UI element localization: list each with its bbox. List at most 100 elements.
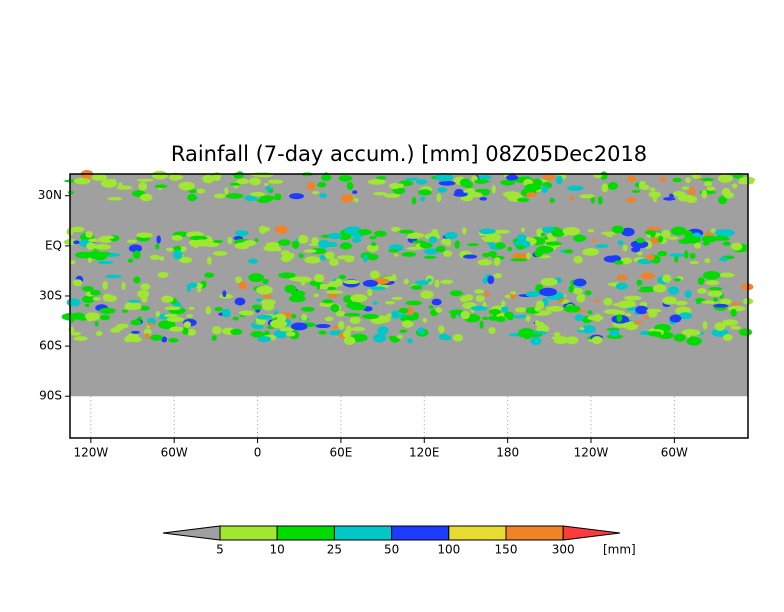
rain-patch [332, 325, 339, 330]
rain-patch [168, 338, 179, 343]
rain-patch [156, 235, 161, 244]
rain-patch [352, 190, 358, 194]
rain-patch [479, 228, 496, 235]
rain-patch [265, 185, 271, 191]
rain-patch [261, 294, 273, 299]
x-tick-label: 120W [73, 446, 108, 460]
rain-patch [530, 336, 542, 346]
rain-patch [128, 244, 143, 253]
rain-patch [344, 257, 354, 263]
rain-patch [349, 316, 361, 324]
rain-patch [307, 181, 316, 191]
rain-patch [697, 288, 707, 294]
rain-patch [460, 310, 470, 320]
rain-patch [704, 257, 711, 264]
rain-patch [477, 259, 493, 266]
rain-patch [659, 176, 667, 182]
rain-patch [633, 321, 643, 325]
rain-patch [260, 195, 275, 201]
rain-patch [70, 331, 82, 336]
y-tick-label: EQ [45, 238, 62, 252]
rain-patch [605, 232, 614, 237]
rain-patch [627, 175, 636, 182]
rain-patch [484, 290, 490, 297]
rain-patch [684, 290, 692, 299]
rain-patch [566, 336, 579, 345]
rain-patch [711, 328, 729, 337]
rain-patch [415, 280, 430, 286]
colorbar: 5 10 25 50 100 150 300 [mm] [162, 525, 636, 557]
rain-patch [621, 227, 635, 237]
rain-patch [681, 186, 690, 190]
rain-patch [573, 234, 587, 242]
rain-patch [238, 281, 247, 290]
x-tick-label: 0 [254, 446, 262, 460]
rain-patch [718, 257, 729, 262]
rain-patch [595, 244, 609, 248]
rain-patch [730, 242, 743, 251]
colorbar-box [448, 525, 507, 541]
colorbar-label: 300 [552, 543, 575, 557]
rain-patch [369, 235, 377, 240]
rain-patch [624, 312, 632, 317]
rain-patch [193, 239, 211, 247]
rain-patch [524, 183, 542, 191]
plot-frame [69, 173, 749, 439]
x-tick-label: 60W [161, 446, 188, 460]
rain-patch [640, 286, 650, 290]
rain-patch [94, 321, 99, 327]
x-tick-label: 120W [574, 446, 609, 460]
rain-patch [587, 310, 593, 315]
rain-patch [622, 299, 636, 308]
rain-patch [454, 240, 460, 249]
rain-patch [453, 192, 468, 197]
rain-patch [93, 244, 112, 250]
rain-patch [431, 229, 439, 237]
rain-patch [450, 311, 457, 319]
y-tick-label: 30S [39, 288, 62, 302]
rain-patch [697, 277, 705, 285]
rain-patch [179, 256, 193, 264]
rain-patch [342, 330, 351, 338]
rain-patch [85, 230, 93, 238]
rain-patch [493, 229, 511, 234]
rain-patch [311, 237, 319, 245]
rain-patch [645, 254, 655, 261]
rain-patch [369, 286, 387, 291]
rain-patch [649, 187, 656, 192]
rain-patch [229, 182, 241, 186]
rain-patch [88, 238, 99, 243]
colorbar-label: 5 [216, 543, 224, 557]
rain-patch [128, 336, 143, 343]
rain-patch [650, 237, 660, 245]
rain-patch [236, 178, 250, 185]
rain-patch [545, 241, 562, 246]
rain-patch [705, 280, 720, 286]
rain-patch [512, 253, 529, 260]
rain-patch [398, 307, 409, 314]
rain-patch [366, 244, 379, 252]
rain-patch [713, 297, 719, 302]
rain-patch [121, 309, 128, 313]
rain-patch [622, 244, 628, 252]
rain-patch [318, 239, 330, 249]
rain-patch [126, 239, 138, 244]
rain-patch [514, 307, 527, 313]
rain-patch [418, 189, 432, 196]
colorbar-label: 100 [437, 543, 460, 557]
rain-patch [492, 309, 498, 317]
rain-patch [412, 240, 426, 244]
rain-patch [130, 330, 140, 334]
rain-patch [383, 193, 401, 198]
rain-patch [398, 229, 415, 234]
rain-patch [579, 194, 593, 199]
rain-patch [739, 328, 753, 336]
rain-patch [238, 310, 255, 316]
rain-patch [149, 254, 161, 261]
rain-patch [462, 227, 467, 235]
rain-patch [495, 242, 506, 250]
rain-patch [277, 239, 291, 246]
rain-patch [154, 184, 168, 188]
rain-patch [317, 181, 327, 188]
rain-patch [235, 276, 242, 284]
